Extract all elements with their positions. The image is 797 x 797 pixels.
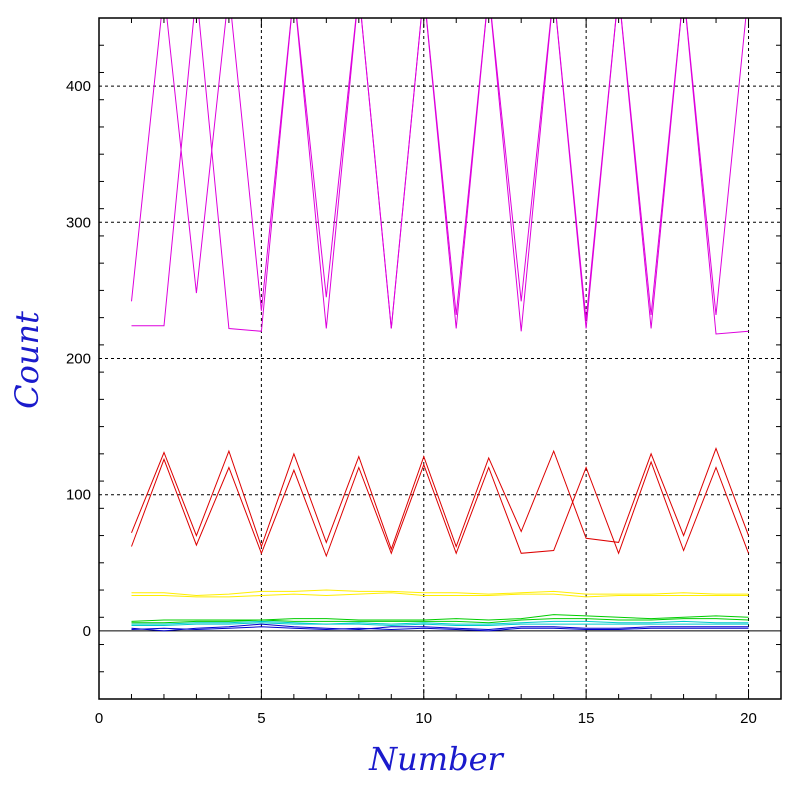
series-line-6 — [131, 592, 749, 598]
series-line-1 — [131, 18, 749, 335]
series-line-4 — [131, 446, 749, 551]
series-line-9 — [131, 620, 749, 625]
series-line-3 — [131, 457, 749, 558]
y-tick-label: 400 — [66, 78, 91, 95]
x-tick-label: 0 — [95, 710, 103, 727]
series-line-10 — [131, 622, 749, 627]
series-line-11 — [131, 623, 749, 632]
y-tick-label: 200 — [66, 351, 91, 368]
y-tick-label: 300 — [66, 214, 91, 231]
x-tick-label: 20 — [740, 710, 757, 727]
y-tick-label: 100 — [66, 487, 91, 504]
series-group — [131, 18, 749, 632]
series-line-5 — [131, 589, 749, 597]
grid — [99, 18, 781, 699]
x-tick-label: 10 — [415, 710, 432, 727]
x-axis-title: Number — [368, 740, 504, 778]
series-line-2 — [131, 18, 747, 329]
y-tick-label: 0 — [83, 623, 91, 640]
y-axis-title: Count — [8, 311, 46, 409]
x-tick-label: 5 — [257, 710, 265, 727]
axis-ticks — [98, 17, 782, 700]
x-tick-label: 15 — [578, 710, 595, 727]
series-line-8 — [131, 618, 749, 624]
series-line-12 — [131, 626, 749, 632]
series-line-7 — [131, 614, 749, 622]
plot-frame — [98, 17, 782, 700]
